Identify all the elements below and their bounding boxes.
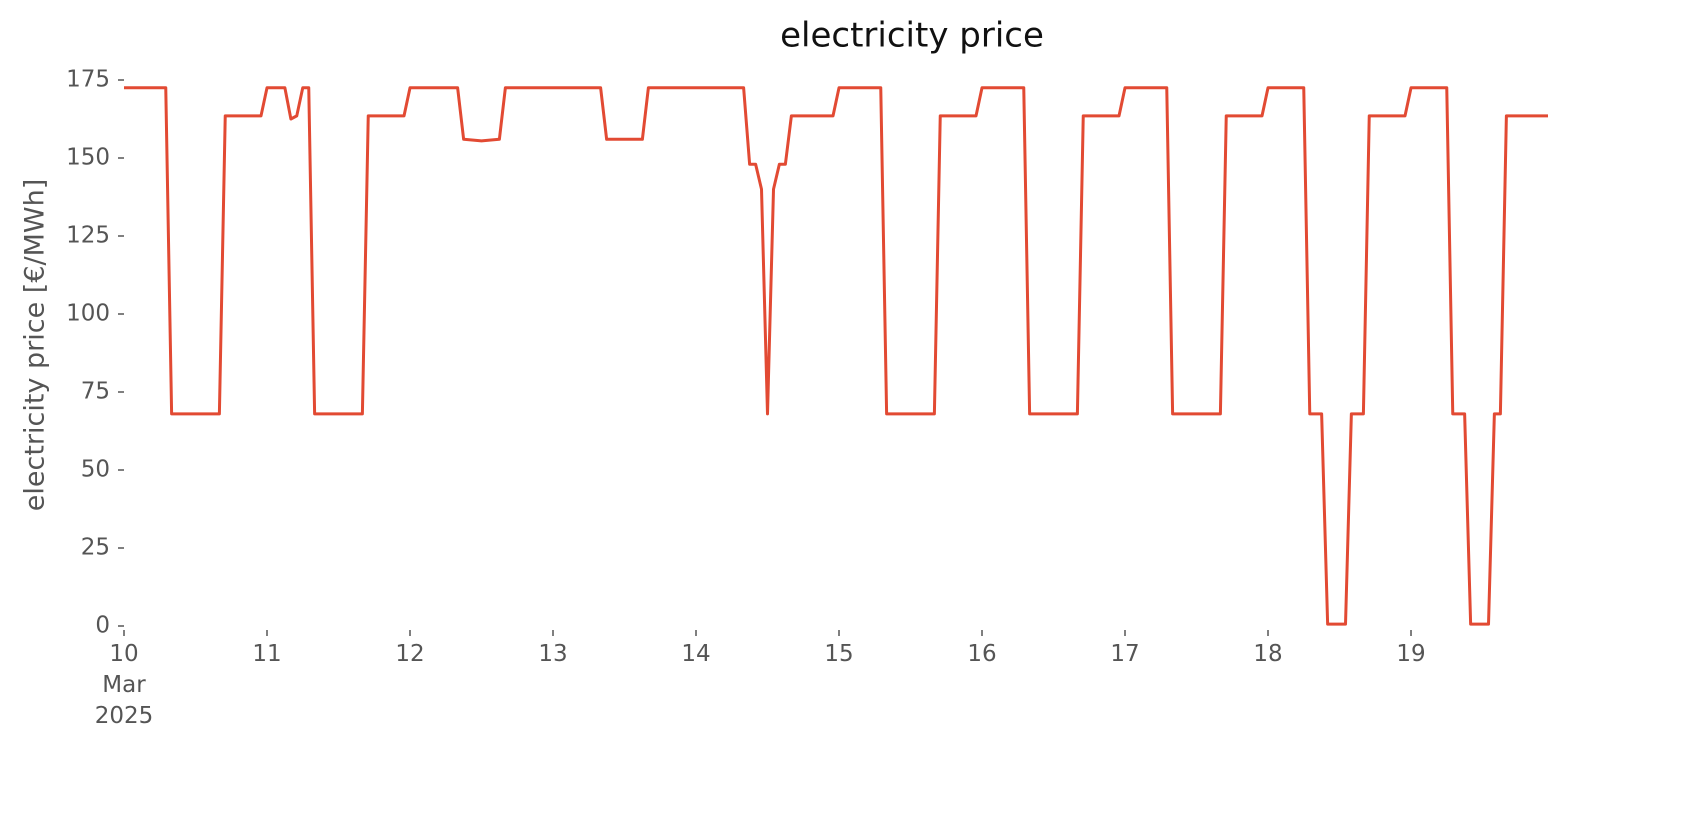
x-tick-label: 13 [538,641,568,667]
x-tick-label: 18 [1253,641,1283,667]
y-tick-label: 75 [81,379,110,405]
y-tick-label: 100 [66,301,110,327]
x-tick-label: 17 [1110,641,1140,667]
y-tick-label: 0 [95,613,110,639]
x-tick-label: 16 [967,641,997,667]
chart-title: electricity price [780,16,1044,56]
x-tick-label: 10 Mar 2025 [94,641,154,729]
x-tick-label: 14 [681,641,711,667]
y-axis-label: electricity price [€/MWh] [20,179,51,511]
y-tick-label: 125 [66,223,110,249]
y-tick-label: 50 [81,457,110,483]
x-tick-label: 15 [824,641,854,667]
y-tick-label: 150 [66,145,110,171]
line-series [124,86,1548,626]
y-tick-label: 175 [66,67,110,93]
x-tick-label: 11 [252,641,282,667]
x-tick-label: 12 [395,641,425,667]
x-tick-label: 19 [1396,641,1426,667]
y-tick-label: 25 [81,535,110,561]
